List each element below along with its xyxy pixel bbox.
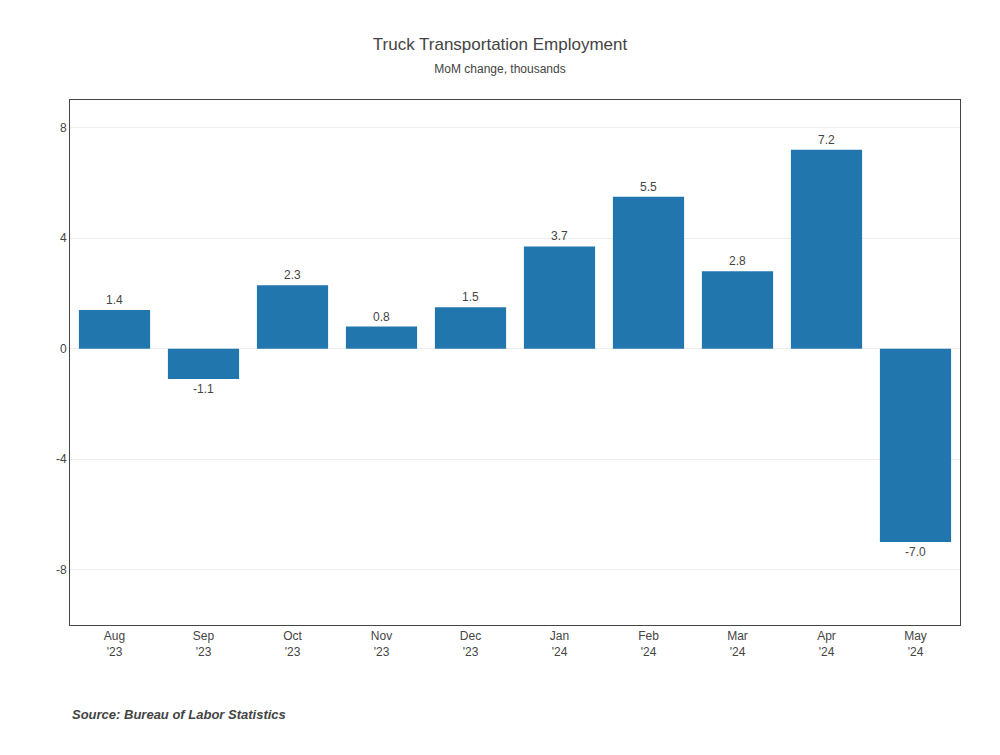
svg-text:1.5: 1.5 — [462, 290, 479, 304]
svg-text:May'24: May'24 — [904, 629, 927, 659]
svg-text:-4: -4 — [56, 452, 67, 466]
svg-text:-8: -8 — [56, 563, 67, 577]
svg-text:2.3: 2.3 — [284, 268, 301, 282]
svg-text:Apr'24: Apr'24 — [817, 629, 836, 659]
svg-text:Feb'24: Feb'24 — [638, 629, 659, 659]
svg-text:-7.0: -7.0 — [905, 545, 926, 559]
svg-text:Aug'23: Aug'23 — [104, 629, 125, 659]
svg-text:Mar'24: Mar'24 — [727, 629, 748, 659]
svg-text:Oct'23: Oct'23 — [283, 629, 302, 659]
svg-text:0: 0 — [60, 342, 67, 356]
svg-text:Truck Transportation Employmen: Truck Transportation Employment — [373, 35, 628, 54]
svg-text:-1.1: -1.1 — [193, 382, 214, 396]
svg-text:0.8: 0.8 — [373, 310, 390, 324]
svg-text:MoM change, thousands: MoM change, thousands — [434, 62, 565, 76]
svg-text:Dec'23: Dec'23 — [460, 629, 481, 659]
svg-text:4: 4 — [60, 231, 67, 245]
svg-text:5.5: 5.5 — [640, 180, 657, 194]
svg-text:Nov'23: Nov'23 — [371, 629, 392, 659]
svg-text:Source: Bureau of Labor Statis: Source: Bureau of Labor Statistics — [72, 707, 286, 722]
svg-text:8: 8 — [60, 121, 67, 135]
svg-text:Jan'24: Jan'24 — [550, 629, 569, 659]
svg-text:3.7: 3.7 — [551, 229, 568, 243]
svg-text:1.4: 1.4 — [106, 293, 123, 307]
svg-text:2.8: 2.8 — [729, 254, 746, 268]
svg-text:Sep'23: Sep'23 — [193, 629, 215, 659]
svg-text:7.2: 7.2 — [818, 133, 835, 147]
